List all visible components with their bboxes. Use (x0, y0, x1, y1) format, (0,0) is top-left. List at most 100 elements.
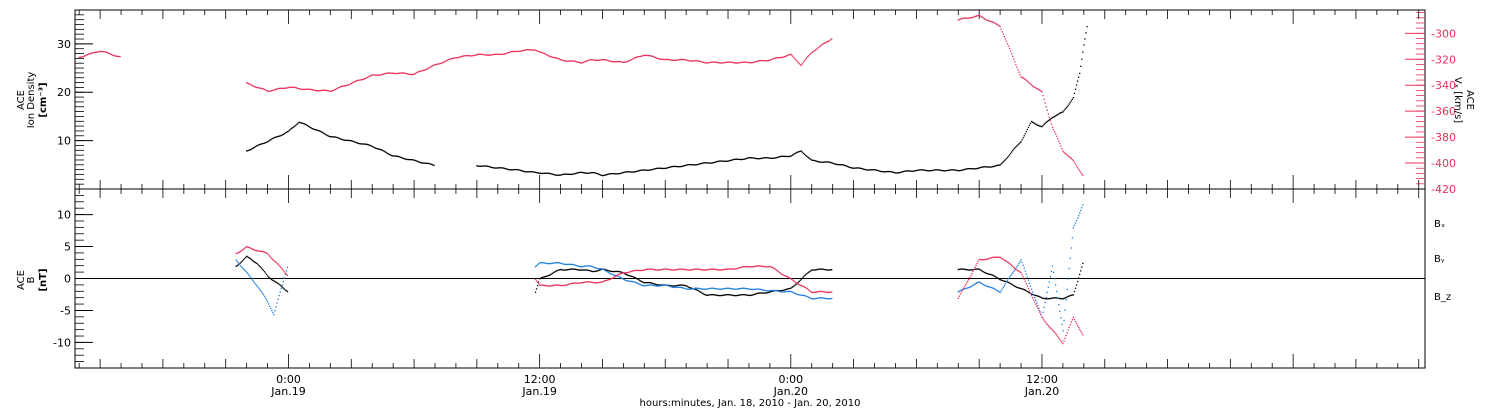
panel1-series-1-point (273, 313, 275, 316)
panel0-series-0-point (870, 169, 873, 171)
panel1-series-1-point (602, 268, 605, 271)
panel0-series-0-point (519, 169, 521, 171)
panel0-series-0-point (611, 172, 613, 175)
panel1-series-2-point (662, 268, 664, 270)
panel0-series-0-point (533, 171, 536, 173)
panel0-series-0-point (819, 161, 821, 163)
panel1-series-1-point (556, 262, 559, 264)
panel0-series-1-point (342, 85, 344, 87)
panel0-series-0-point (797, 151, 799, 153)
panel1-series-0-point (1044, 297, 1046, 300)
panel1-series-0-point (738, 294, 741, 296)
panel1-series-0-point (1062, 298, 1064, 300)
panel1-series-2-point (279, 265, 281, 268)
panel1-series-2-point (744, 265, 746, 268)
panel0-series-0-point (918, 169, 921, 171)
panel1-series-0-point (237, 264, 239, 266)
panel1-series-1-point (789, 290, 791, 293)
panel0-series-1-point (510, 51, 513, 53)
panel0-series-0-point (1013, 148, 1015, 150)
panel1-series-1-point (654, 285, 656, 287)
panel0-series-1-point (308, 88, 311, 90)
panel1-series-1-point (744, 287, 746, 289)
panel0-series-0-point (558, 174, 561, 176)
panel1-series-0-point (982, 271, 985, 273)
panel1-series-1-point (655, 285, 657, 287)
panel1-series-1-point (550, 262, 552, 265)
panel0-series-1-point (562, 59, 564, 61)
panel1-series-2-point (759, 265, 762, 267)
panel1-series-0-point (647, 281, 650, 284)
panel0-series-1-point (530, 49, 532, 51)
panel0-series-1-point (803, 60, 806, 62)
panel0-series-0-point (418, 161, 420, 163)
panel1-series-0-point (688, 286, 690, 289)
panel0-series-1-point (568, 60, 570, 62)
panel1-series-2-point (831, 291, 833, 293)
panel0-series-0-point (247, 150, 249, 152)
panel1-series-0-point (243, 257, 246, 260)
panel0-series-0-point (795, 152, 797, 154)
panel0-series-0-point (246, 150, 248, 152)
panel1-series-0-point (1059, 297, 1061, 300)
panel1-series-1-point (681, 286, 683, 289)
panel1-series-2-point (577, 282, 580, 284)
panel1-series-1-point (536, 264, 539, 266)
panel0-series-0-point (1065, 107, 1067, 109)
panel0-series-1-point (114, 55, 116, 57)
panel1-series-1-point (986, 285, 989, 288)
panel1-series-2-point (993, 256, 995, 258)
panel1-series-2-point (661, 268, 663, 271)
panel1-series-0-point (1002, 280, 1004, 282)
panel0-series-1-point (967, 17, 969, 19)
panel1-series-0-point (1051, 297, 1054, 299)
panel1-series-2-point (281, 268, 283, 270)
panel0-series-0-point (485, 165, 487, 167)
panel0-series-1-point (730, 61, 732, 63)
panel1-series-1-point (690, 288, 693, 290)
panel0-series-1-point (701, 61, 703, 63)
panel1-series-1-point (641, 284, 643, 287)
panel1-series-0-point (811, 269, 813, 271)
panel0-series-0-point (1024, 133, 1026, 135)
y2-tick-label: -400 (1431, 157, 1456, 170)
panel0-series-0-point (799, 150, 801, 152)
panel1-series-1-point (758, 288, 761, 290)
panel0-series-0-point (319, 130, 321, 132)
panel0-series-0-point (1018, 143, 1020, 145)
panel1-series-1-point (281, 284, 283, 286)
panel0-series-1-point (644, 54, 647, 57)
panel1-series-1-point (551, 262, 553, 264)
panel0-series-0-point (796, 151, 798, 154)
panel0-series-0-point (270, 139, 272, 141)
panel0-series-0-point (765, 157, 767, 159)
panel0-series-0-point (1041, 126, 1043, 128)
panel0-series-0-point (645, 169, 648, 171)
panel0-series-1-point (330, 90, 333, 92)
panel1-series-1-point (566, 263, 568, 266)
panel0-series-0-point (387, 153, 389, 155)
panel0-series-0-point (1001, 162, 1003, 164)
panel1-series-0-point (1048, 298, 1050, 300)
panel1-series-1-point (578, 265, 581, 268)
panel0-series-1-point (309, 88, 312, 91)
panel1-series-1-point (610, 273, 612, 275)
panel0-series-1-point (577, 61, 580, 63)
panel0-series-1-point (675, 59, 677, 62)
panel0-series-0-point (352, 140, 355, 143)
panel1-series-0-point (790, 287, 792, 289)
panel0-series-0-point (756, 158, 759, 160)
x-tick-time-3: 12:00 (1026, 373, 1058, 386)
panel0-series-1-point (280, 87, 282, 89)
panel1-series-2-point (989, 257, 991, 259)
panel1-series-1-point (1003, 284, 1005, 287)
panel1-series-2-point (824, 291, 827, 293)
panel1-series-1-point (798, 294, 800, 296)
panel0-series-0-point (1059, 112, 1061, 114)
panel0-series-1-point (109, 53, 112, 55)
panel1-series-1-point (661, 284, 663, 287)
panel0-series-0-point (1016, 145, 1018, 147)
panel1-series-2-point (593, 282, 595, 284)
panel1-series-0-point (706, 294, 708, 297)
panel1-series-1-point (982, 283, 985, 286)
